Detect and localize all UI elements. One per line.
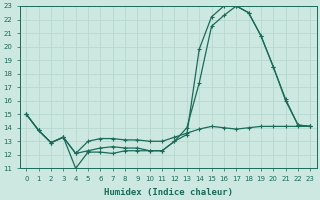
X-axis label: Humidex (Indice chaleur): Humidex (Indice chaleur): [104, 188, 233, 197]
